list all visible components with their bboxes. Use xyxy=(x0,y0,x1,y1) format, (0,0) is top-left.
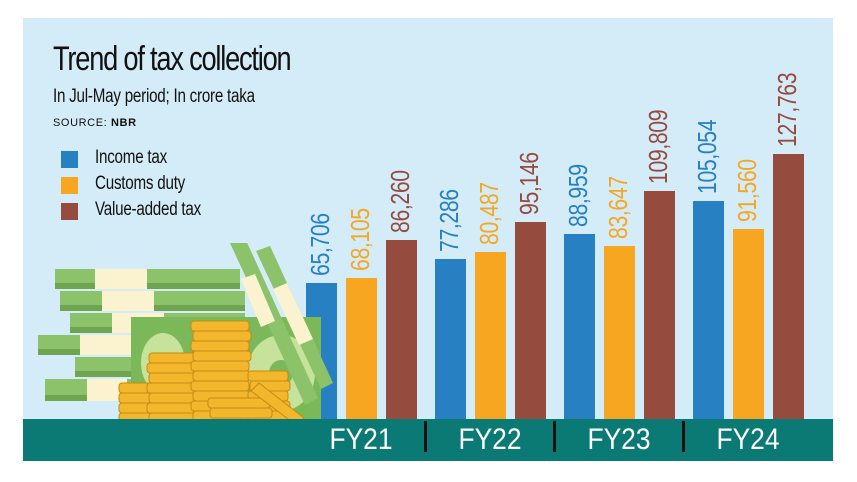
bar-vat-fy23 xyxy=(644,191,675,419)
x-axis-separator xyxy=(682,421,685,452)
bar-vat-fy24 xyxy=(773,154,804,419)
coin-stack-icon xyxy=(118,320,305,423)
x-axis-label-fy21: FY21 xyxy=(329,423,393,456)
bar-value-label: 127,763 xyxy=(771,72,802,147)
legend-swatch-vat xyxy=(61,203,78,220)
money-illustration-icon xyxy=(38,243,333,423)
x-axis-label-fy23: FY23 xyxy=(587,423,651,456)
source-name: NBR xyxy=(110,117,137,129)
legend-swatch-income-tax xyxy=(61,151,78,168)
x-axis-label-fy24: FY24 xyxy=(716,423,780,456)
x-axis-separator xyxy=(553,421,556,452)
chart-source: SOURCE: NBR xyxy=(53,117,137,129)
bar-value-label: 91,560 xyxy=(731,159,762,222)
bar-value-label: 105,054 xyxy=(691,119,722,194)
legend-swatch-customs-duty xyxy=(61,177,78,194)
chart-title: Trend of tax collection xyxy=(53,40,292,78)
chart-subtitle: In Jul-May period; In crore taka xyxy=(53,86,255,107)
source-prefix: SOURCE: xyxy=(53,117,111,129)
leaning-bills-icon xyxy=(230,243,333,405)
bar-vat-fy22 xyxy=(515,222,546,419)
bar-income-tax-fy24 xyxy=(693,201,724,419)
bar-income-tax-fy23 xyxy=(564,234,595,419)
bar-customs-duty-fy23 xyxy=(604,246,635,419)
bar-value-label: 83,647 xyxy=(602,176,633,239)
legend-label: Customs duty xyxy=(95,173,186,194)
bar-value-label: 80,487 xyxy=(473,182,504,245)
bar-value-label: 86,260 xyxy=(384,170,415,233)
bar-customs-duty-fy24 xyxy=(733,229,764,419)
bar-value-label: 109,809 xyxy=(642,109,673,184)
bar-value-label: 95,146 xyxy=(513,152,544,215)
legend-label: Value-added tax xyxy=(95,199,201,220)
bar-value-label: 88,959 xyxy=(562,164,593,227)
bar-value-label: 77,286 xyxy=(433,189,464,252)
bar-value-label: 68,105 xyxy=(344,208,375,271)
x-axis-separator xyxy=(424,421,427,452)
bar-customs-duty-fy22 xyxy=(475,252,506,419)
chart-panel: Trend of tax collection In Jul-May perio… xyxy=(23,18,833,461)
bar-customs-duty-fy21 xyxy=(346,278,377,419)
legend-label: Income tax xyxy=(95,147,167,168)
bar-income-tax-fy22 xyxy=(435,259,466,419)
x-axis-label-fy22: FY22 xyxy=(458,423,522,456)
bar-vat-fy21 xyxy=(386,240,417,419)
x-axis-band xyxy=(23,419,833,461)
